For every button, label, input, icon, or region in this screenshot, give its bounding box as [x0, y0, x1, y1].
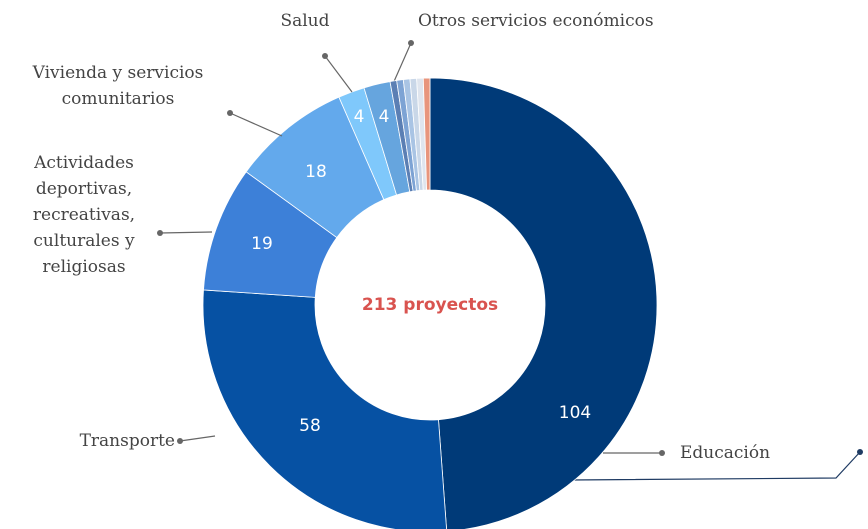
- value-label: 18: [305, 162, 327, 182]
- leader-dot: [227, 110, 233, 116]
- value-label: 58: [299, 416, 321, 436]
- value-label: 19: [251, 234, 273, 254]
- leader-dot: [408, 40, 414, 46]
- leader-line: [159, 231, 213, 234]
- category-label: Transporte: [79, 431, 175, 451]
- donut-slice: [429, 77, 658, 529]
- category-label: Educación: [680, 443, 771, 463]
- leader-dot: [322, 53, 328, 59]
- value-label: 4: [354, 107, 365, 127]
- category-label: Salud: [280, 11, 330, 31]
- leader-dot: [659, 450, 665, 456]
- leader-dot: [157, 230, 163, 236]
- value-label: 104: [559, 403, 591, 423]
- leader-dot: [177, 438, 183, 444]
- donut-slice: [422, 77, 431, 191]
- leader-line: [229, 112, 283, 137]
- leader-line: [324, 55, 353, 93]
- leader-line: [179, 435, 216, 442]
- decor-line: [569, 449, 863, 481]
- category-label: Actividades deportivas, recreativas, cul…: [32, 153, 136, 277]
- leader-line: [391, 42, 412, 87]
- category-label: Vivienda y servicios comunitarios: [32, 63, 204, 109]
- donut-slice: [202, 289, 447, 529]
- category-label: Otros servicios económicos: [418, 11, 654, 31]
- center-label: 213 proyectos: [362, 295, 498, 315]
- value-label: 4: [379, 107, 390, 127]
